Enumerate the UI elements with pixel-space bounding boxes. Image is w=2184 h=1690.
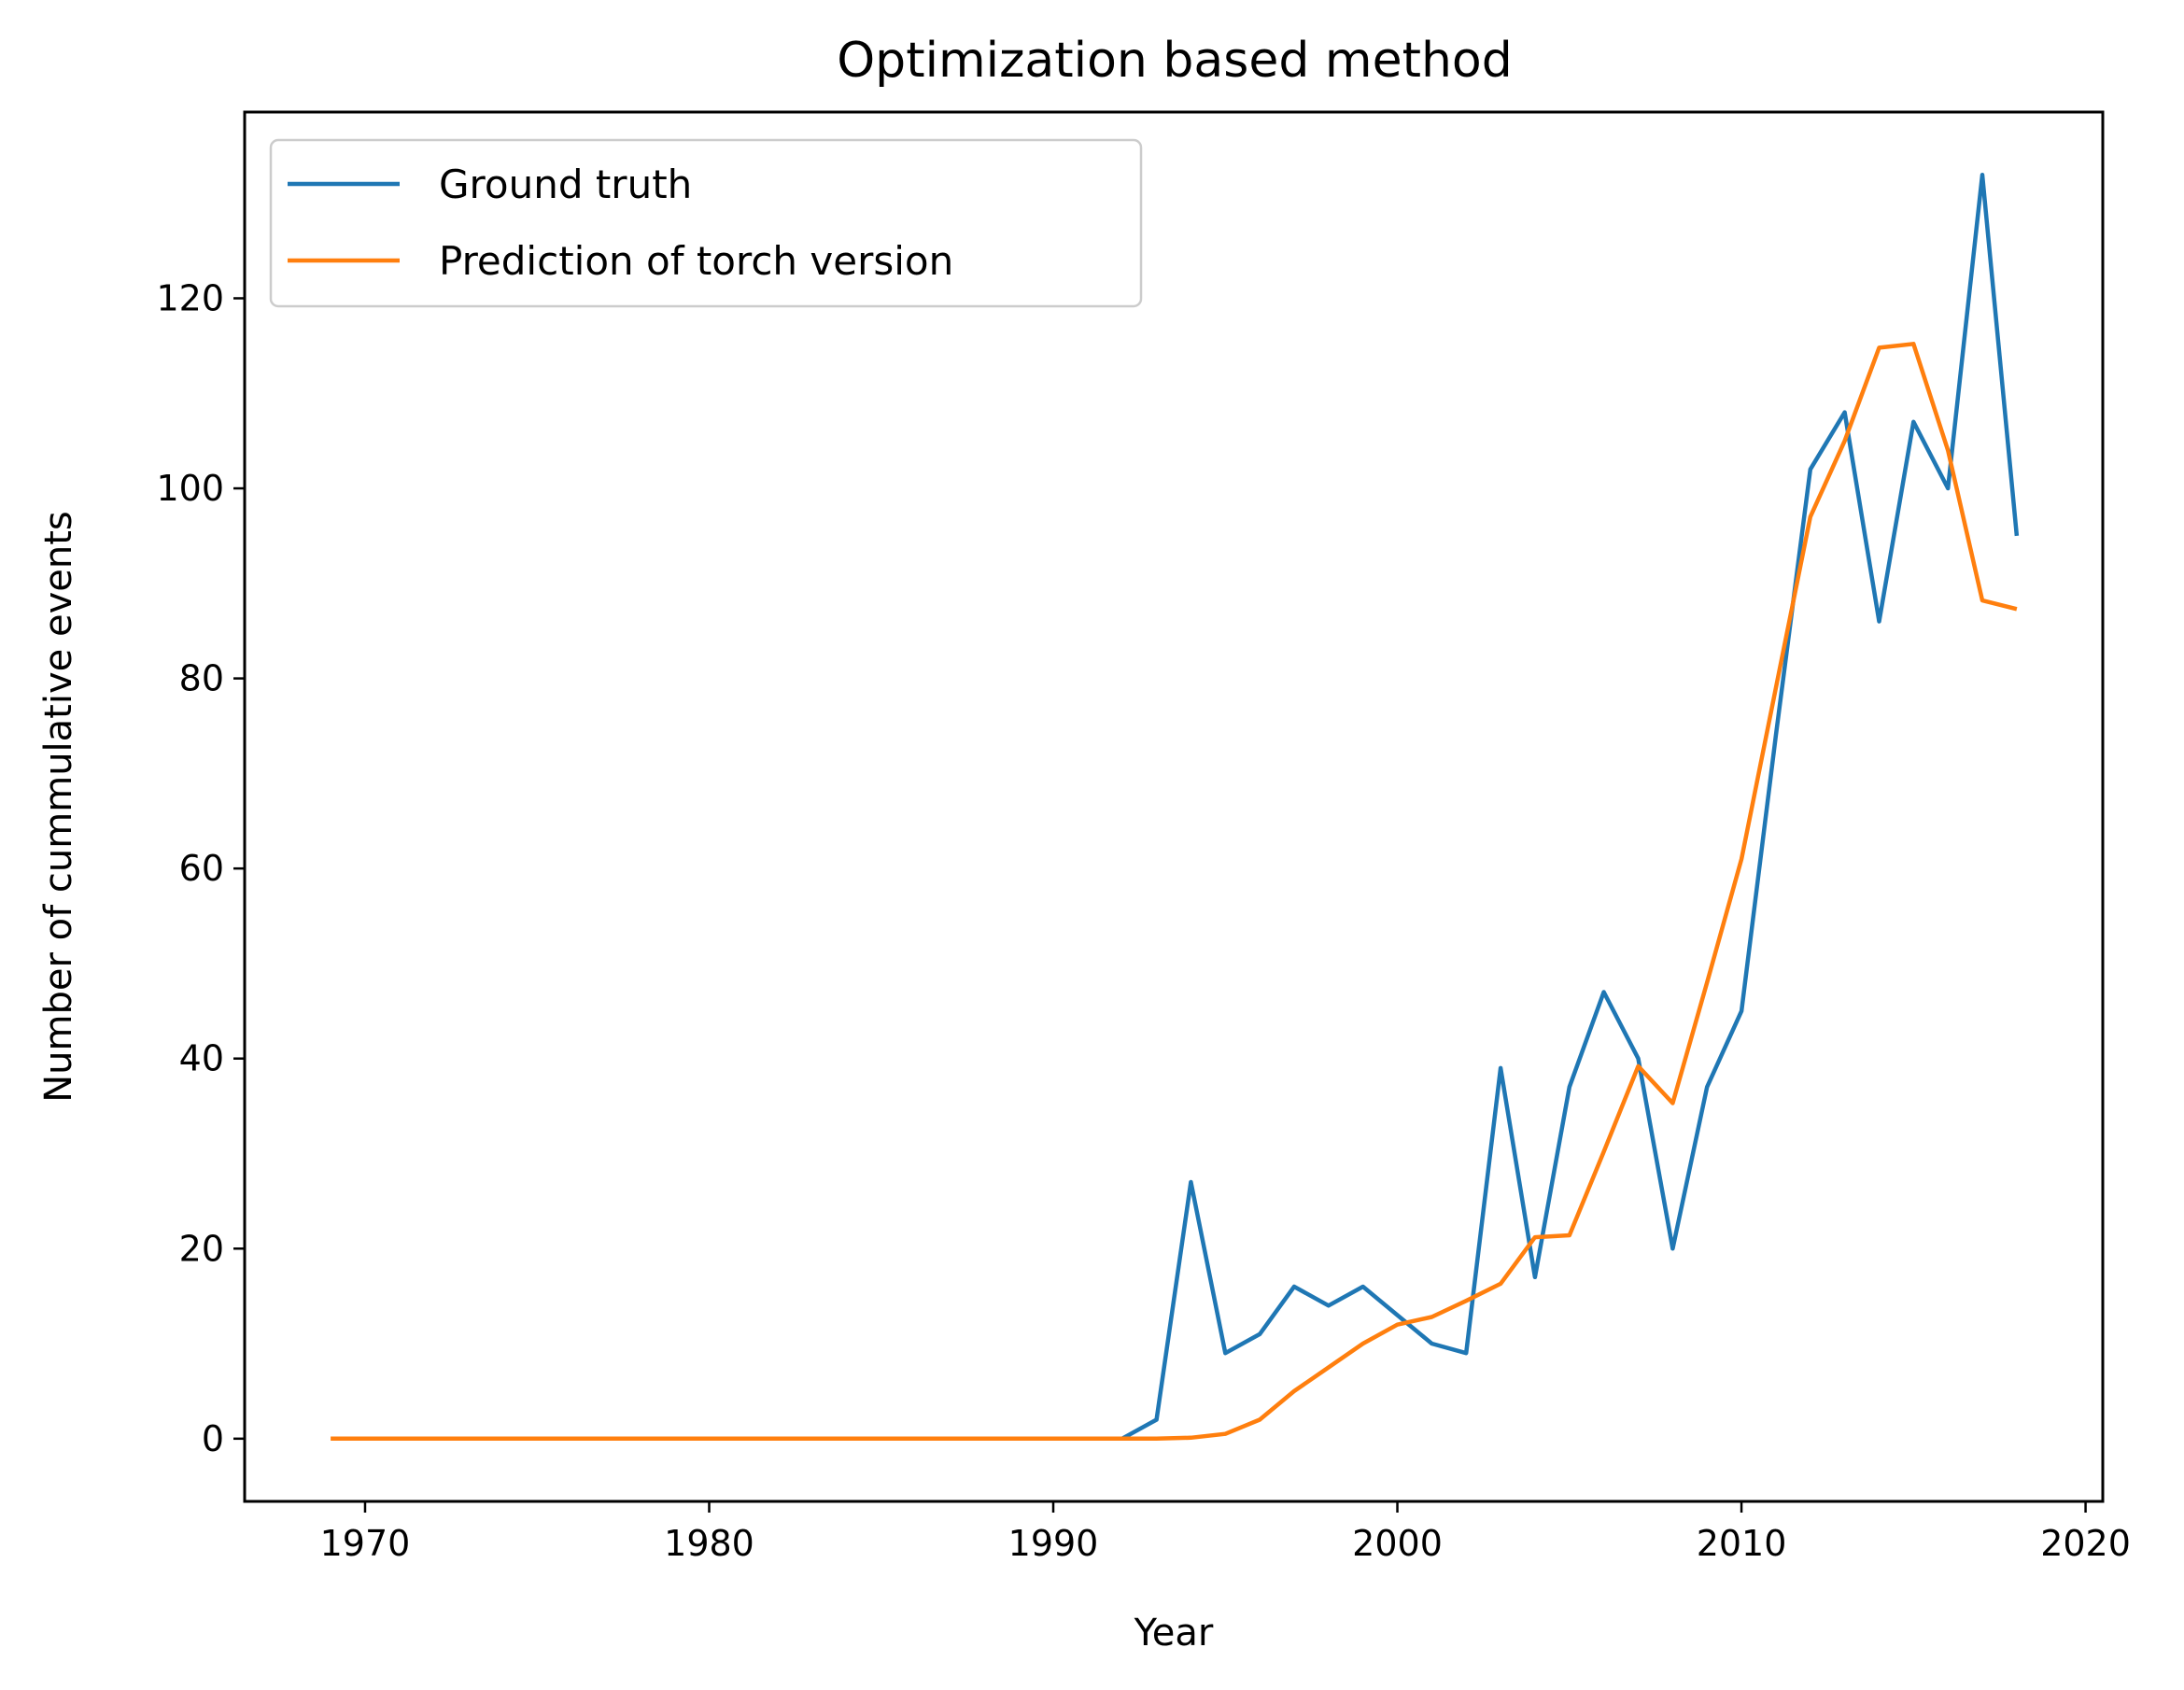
y-tick-label: 60	[179, 848, 224, 889]
y-tick-label: 40	[179, 1038, 224, 1079]
series-line-ground-truth	[1120, 172, 2020, 1441]
y-axis-label: Number of cummulative events	[37, 511, 80, 1102]
legend: Ground truth Prediction of torch version	[269, 138, 1143, 308]
series-line-prediction	[331, 342, 2018, 1442]
y-tick-label: 20	[179, 1228, 224, 1269]
legend-label-prediction: Prediction of torch version	[439, 238, 953, 284]
x-tick-label: 1970	[320, 1523, 411, 1564]
x-tick-label: 1990	[1008, 1523, 1099, 1564]
y-tick-label: 80	[179, 658, 224, 699]
legend-box	[269, 138, 1143, 308]
plot-frame	[243, 110, 2105, 1503]
x-axis-ticks: 1970 1980 1990 2000 2010 2020	[320, 1501, 2131, 1564]
x-axis-label: Year	[1134, 1612, 1214, 1655]
x-tick-label: 1980	[664, 1523, 754, 1564]
x-tick-label: 2020	[2040, 1523, 2131, 1564]
x-tick-label: 2000	[1352, 1523, 1443, 1564]
y-tick-label: 120	[156, 277, 224, 318]
legend-label-ground-truth: Ground truth	[439, 162, 692, 207]
plot-area	[331, 172, 2020, 1442]
chart-title: Optimization based method	[837, 33, 1512, 89]
x-tick-label: 2010	[1697, 1523, 1787, 1564]
y-axis-ticks: 0 20 40 60 80 100 120	[156, 277, 245, 1459]
y-tick-label: 100	[156, 468, 224, 509]
y-tick-label: 0	[202, 1418, 224, 1459]
